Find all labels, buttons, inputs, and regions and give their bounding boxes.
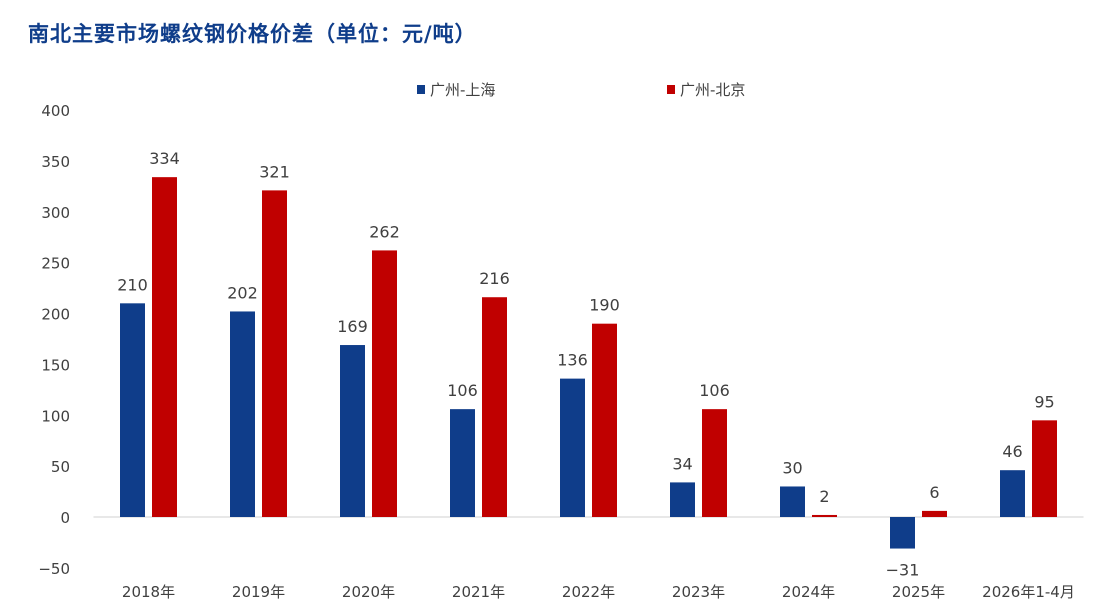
data-label: 321 [259, 162, 290, 181]
bar-guangzhou-beijing [152, 177, 177, 517]
x-tick-label: 2018年 [122, 583, 175, 601]
data-label: 95 [1034, 392, 1054, 411]
bar-guangzhou-beijing [922, 510, 947, 517]
x-tick-label: 2025年 [892, 583, 945, 601]
legend-swatch [417, 85, 425, 94]
bar-guangzhou-shanghai [890, 517, 915, 549]
data-label: 262 [369, 222, 400, 241]
bar-guangzhou-shanghai [560, 378, 585, 517]
y-tick-label: 400 [41, 102, 70, 120]
y-tick-label: 100 [41, 407, 70, 425]
data-label: 6 [929, 483, 939, 502]
bar-guangzhou-shanghai [340, 345, 365, 517]
bar-guangzhou-beijing [812, 514, 837, 517]
bar-guangzhou-shanghai [780, 486, 805, 517]
data-label: −31 [886, 561, 920, 580]
bar-guangzhou-shanghai [1000, 470, 1025, 517]
x-tick-label: 2021年 [452, 583, 505, 601]
data-label: 169 [337, 317, 368, 336]
legend-label: 广州-北京 [680, 81, 745, 99]
bar-guangzhou-beijing [702, 409, 727, 517]
y-tick-label: 350 [41, 153, 70, 171]
bar-guangzhou-beijing [592, 323, 617, 517]
data-label: 34 [672, 454, 692, 473]
legend-label: 广州-上海 [430, 81, 495, 99]
bar-guangzhou-shanghai [120, 303, 145, 517]
data-label: 216 [479, 269, 510, 288]
x-tick-label: 2024年 [782, 583, 835, 601]
x-tick-label: 2022年 [562, 583, 615, 601]
x-tick-label: 2026年1-4月 [982, 583, 1075, 601]
legend-swatch [667, 85, 675, 94]
x-tick-label: 2019年 [232, 583, 285, 601]
bar-guangzhou-shanghai [230, 311, 255, 517]
bar-guangzhou-shanghai [450, 409, 475, 517]
data-label: 2 [819, 487, 829, 506]
x-tick-label: 2023年 [672, 583, 725, 601]
bar-guangzhou-beijing [1032, 420, 1057, 517]
y-tick-label: 200 [41, 306, 70, 324]
bar-guangzhou-beijing [482, 297, 507, 517]
data-label: 46 [1002, 442, 1022, 461]
data-label: 106 [699, 381, 730, 400]
y-tick-label: 0 [60, 509, 70, 527]
data-label: 136 [557, 351, 588, 370]
y-tick-label: 250 [41, 255, 70, 273]
y-tick-label: 300 [41, 204, 70, 222]
y-tick-label: 50 [51, 458, 70, 476]
chart-title: 南北主要市场螺纹钢价格价差（单位：元/吨） [28, 21, 477, 46]
data-label: 334 [149, 149, 180, 168]
data-label: 30 [782, 458, 802, 477]
data-label: 106 [447, 381, 478, 400]
y-tick-label: 150 [41, 356, 70, 374]
data-label: 202 [227, 283, 258, 302]
data-label: 190 [589, 296, 620, 315]
y-tick-label: −50 [38, 560, 70, 578]
bar-guangzhou-beijing [262, 190, 287, 517]
bar-guangzhou-beijing [372, 250, 397, 518]
x-tick-label: 2020年 [342, 583, 395, 601]
bar-guangzhou-shanghai [670, 482, 695, 517]
data-label: 210 [117, 275, 148, 294]
